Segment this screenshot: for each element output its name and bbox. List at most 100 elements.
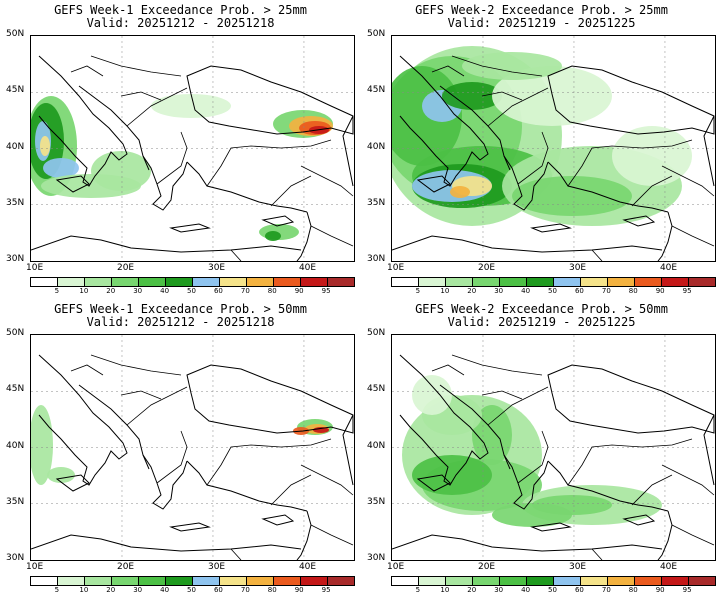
latitude-label: 35N	[6, 197, 25, 208]
latitude-label: 35N	[367, 197, 386, 208]
colorbar-swatch	[58, 278, 85, 286]
probability-field	[31, 94, 333, 241]
map-canvas	[31, 335, 354, 560]
colorbar-tick-label: 40	[521, 586, 531, 594]
colorbar-tick-label: 5	[415, 586, 421, 594]
coastline	[261, 514, 295, 526]
map-week1-50mm	[30, 334, 355, 561]
latitude-label: 50N	[367, 29, 386, 39]
probability-area	[492, 503, 572, 527]
colorbar-tick-label: 40	[521, 287, 531, 295]
coastline	[38, 55, 128, 187]
country-borders	[431, 55, 715, 261]
latitude-label: 40N	[6, 141, 25, 152]
colorbar-labels: 5 10 20 30 40 50 60 70 80 90 95	[391, 586, 714, 596]
probability-area	[612, 126, 692, 186]
colorbar-tick-label: 80	[267, 287, 277, 295]
colorbar-swatch	[247, 577, 274, 585]
colorbar-swatch	[500, 577, 527, 585]
colorbar-swatch	[166, 278, 193, 286]
panel-title: GEFS Week-1 Exceedance Prob. > 50mm	[54, 302, 307, 316]
colorbar-tick-label: 10	[79, 586, 89, 594]
panel-valid-dates: Valid: 20251212 - 20251218	[86, 315, 275, 329]
colorbar-swatch	[274, 577, 301, 585]
coastline	[261, 215, 295, 227]
coastline	[657, 211, 673, 261]
coastline	[392, 534, 663, 552]
country-border	[126, 386, 188, 426]
colorbar-swatch	[139, 278, 166, 286]
colorbar-swatch	[608, 278, 635, 286]
colorbar-tick-label: 90	[294, 586, 304, 594]
longitude-label: 30E	[568, 562, 587, 572]
map-week2-25mm	[391, 35, 716, 262]
probability-field	[402, 375, 662, 527]
latitude-label: 50N	[6, 328, 25, 338]
coastline	[31, 534, 302, 552]
colorbar-tick-label: 5	[54, 287, 60, 295]
colorbar-swatch	[662, 577, 689, 585]
coastline	[530, 522, 572, 532]
colorbar-swatch	[446, 577, 473, 585]
colorbar-tick-label: 90	[655, 287, 665, 295]
colorbar-tick-label: 70	[601, 586, 611, 594]
latitude-label: 40N	[367, 440, 386, 451]
coastline	[547, 65, 715, 135]
colorbar-swatch	[527, 278, 554, 286]
panel-valid-dates: Valid: 20251219 - 20251225	[447, 16, 636, 30]
country-border	[517, 131, 549, 185]
colorbar-swatch	[85, 278, 112, 286]
colorbar-swatch	[473, 577, 500, 585]
country-border	[300, 165, 354, 197]
country-border	[661, 464, 715, 496]
coastline	[186, 364, 354, 434]
colorbar-tick-label: 70	[240, 287, 250, 295]
map-panel-week1-25mm: GEFS Week-1 Exceedance Prob. > 25mm Vali…	[0, 0, 361, 299]
longitude-label: 40E	[298, 263, 317, 273]
colorbar-tick-label: 70	[240, 586, 250, 594]
colorbar-tick-label: 40	[160, 586, 170, 594]
coastline	[416, 474, 451, 492]
latitude-label: 40N	[6, 440, 25, 451]
longitude-label: 10E	[387, 562, 405, 572]
map-canvas	[31, 36, 354, 261]
colorbar-tick-label: 60	[574, 287, 584, 295]
colorbar-swatch	[554, 278, 581, 286]
country-border	[567, 438, 693, 486]
colorbar-swatch	[635, 577, 662, 585]
coastline	[296, 211, 312, 261]
coastline	[503, 454, 549, 510]
longitude-label: 30E	[568, 263, 587, 273]
coastline	[703, 115, 715, 187]
country-border	[567, 139, 693, 187]
country-border	[487, 386, 549, 426]
coastline	[399, 354, 489, 486]
country-border	[300, 464, 354, 496]
coastline	[186, 460, 308, 512]
colorbar-tick-label: 30	[494, 586, 504, 594]
colorbar-swatch	[31, 577, 58, 585]
colorbar-swatch	[419, 577, 446, 585]
coastline	[622, 514, 656, 526]
colorbar-swatch	[419, 278, 446, 286]
colorbar-swatch	[554, 577, 581, 585]
colorbar-tick-label: 5	[54, 586, 60, 594]
coastline	[169, 522, 211, 532]
probability-area	[40, 136, 50, 156]
coastline	[503, 155, 549, 211]
country-border	[591, 548, 603, 560]
colorbar-tick-label: 60	[213, 586, 223, 594]
latitude-label: 45N	[367, 85, 386, 96]
longitude-label: 10E	[387, 263, 405, 273]
longitude-label: 30E	[207, 562, 226, 572]
colorbar-tick-label: 95	[682, 586, 692, 594]
coastline	[342, 414, 354, 486]
country-border	[90, 354, 182, 376]
map-week2-50mm	[391, 334, 716, 561]
colorbar-tick-label: 50	[548, 586, 557, 594]
coastline	[416, 175, 451, 193]
probability-area	[412, 455, 492, 495]
colorbar-swatch	[392, 278, 419, 286]
colorbar-tick-label: 60	[574, 586, 584, 594]
coastline	[78, 384, 150, 470]
